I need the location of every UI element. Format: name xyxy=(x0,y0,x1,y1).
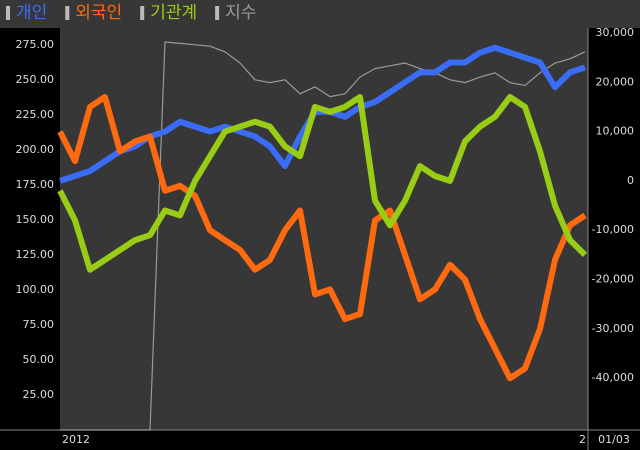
x-tick-label: 2 xyxy=(579,433,586,446)
y-tick-label: 250.00 xyxy=(16,73,55,86)
y2-tick-label: -30,000 xyxy=(592,322,634,335)
y-tick-label: 25.00 xyxy=(23,388,55,401)
y2-tick-label: 10,000 xyxy=(596,125,635,138)
y-tick-label: 100.00 xyxy=(16,283,55,296)
legend-marker xyxy=(215,6,220,20)
y-tick-label: 50.00 xyxy=(23,353,55,366)
series-line xyxy=(57,94,587,382)
legend-label: 지수 xyxy=(225,3,256,23)
y2-tick-label: 0 xyxy=(627,174,634,187)
y-tick-label: 175.00 xyxy=(16,178,55,191)
legend-bar xyxy=(0,0,640,28)
y2-tick-label: -20,000 xyxy=(592,273,634,286)
y-tick-label: 275.00 xyxy=(16,38,55,51)
legend-marker xyxy=(65,6,70,20)
y-tick-label: 150.00 xyxy=(16,213,55,226)
cursor-label: 01/03 xyxy=(598,433,630,446)
legend-marker xyxy=(140,6,145,20)
legend-label: 외국인 xyxy=(75,3,122,23)
legend-label: 기관계 xyxy=(150,3,197,23)
y2-tick-label: 20,000 xyxy=(596,75,635,88)
y-tick-label: 125.00 xyxy=(16,248,55,261)
y-tick-label: 225.00 xyxy=(16,108,55,121)
y2-tick-label: -10,000 xyxy=(592,223,634,236)
y-tick-label: 75.00 xyxy=(23,318,55,331)
y-tick-label: 200.00 xyxy=(16,143,55,156)
y2-tick-label: -40,000 xyxy=(592,371,634,384)
series-line xyxy=(57,94,588,273)
legend-label: 개인 xyxy=(16,3,47,23)
x-tick-label: 2012 xyxy=(62,433,90,446)
y2-tick-label: 30,000 xyxy=(596,26,635,39)
series-line xyxy=(60,41,586,431)
legend-marker xyxy=(6,6,10,20)
